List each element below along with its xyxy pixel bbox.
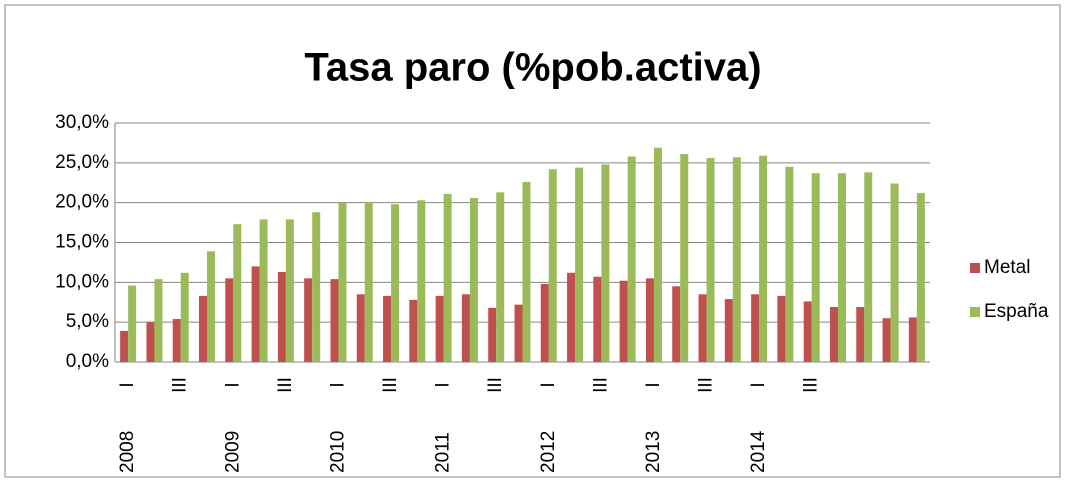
year-label: 2011 [433,432,454,473]
bar [653,147,662,362]
bar [672,286,681,362]
bar [593,276,602,362]
bar [364,201,373,362]
bar [777,295,786,362]
bar [488,307,497,362]
y-tick-label: 10,0% [55,271,109,292]
bar [225,278,234,362]
bar [751,294,760,362]
bar [469,197,478,362]
bar [864,172,873,362]
bar [312,212,321,362]
bar [567,272,576,362]
x-tick-label: I [433,382,454,387]
bar [698,294,707,362]
chart-border [4,4,1061,478]
bar [540,283,549,362]
bar [627,156,636,362]
bar [338,202,347,362]
x-tick-label: III [380,377,401,393]
bar [645,278,654,362]
bar [259,219,268,362]
bar [732,157,741,362]
x-tick-label: I [748,382,769,387]
x-tick-label: I [327,382,348,387]
bar [837,173,846,362]
y-tick-label: 30,0% [55,112,109,133]
x-tick-label: III [590,377,611,393]
bar [908,317,917,362]
x-tick-label: III [696,377,717,393]
bar [856,307,865,362]
bar [304,278,313,362]
bar [829,307,838,362]
bar [575,167,584,362]
x-tick-label: III [801,377,822,393]
bar [522,181,531,362]
bar [172,318,181,362]
bar [759,155,768,362]
bar [356,294,365,362]
bar [391,204,400,362]
x-tick-label: I [222,382,243,387]
year-label: 2008 [117,431,138,473]
bar [882,318,891,362]
bar [724,299,733,362]
bar [811,173,820,362]
bar [330,279,339,362]
bar [233,224,242,362]
x-tick-label: III [275,377,296,393]
bar [146,322,155,362]
year-label: 2009 [222,431,243,473]
bar [207,251,216,362]
bar [383,295,392,362]
bar [680,154,689,362]
bar [277,271,286,362]
year-label: 2010 [327,431,348,473]
bar [435,295,444,362]
bar [120,330,129,362]
legend-swatch [970,263,980,273]
y-tick-label: 0,0% [66,351,109,372]
bar [601,164,610,362]
bar [285,219,294,362]
year-label: 2014 [748,430,769,473]
x-tick-label: I [643,382,664,387]
bar [128,285,137,362]
chart-title: Tasa paro (%pob.activa) [304,46,761,90]
bar [409,299,418,362]
x-tick-label: III [170,377,191,393]
year-label: 2012 [538,431,559,473]
bar [461,294,470,362]
year-label: 2013 [643,431,664,473]
y-tick-label: 5,0% [66,311,109,332]
bar [916,193,925,362]
bar [199,295,208,362]
bar [496,192,505,362]
bar [514,304,523,362]
bar [706,158,715,362]
y-tick-label: 25,0% [55,152,109,173]
bar [619,280,628,362]
bar [548,169,557,362]
y-tick-label: 20,0% [55,192,109,213]
x-tick-label: III [485,377,506,393]
bar [443,193,452,362]
legend-label: Metal [984,257,1030,278]
bar [417,200,426,362]
bar [180,272,189,362]
legend-swatch [970,307,980,317]
bar [803,301,812,362]
y-tick-label: 15,0% [55,232,109,253]
x-tick-label: I [117,382,138,387]
bar [154,279,163,362]
x-tick-label: I [538,382,559,387]
bar [251,266,260,362]
bar [785,166,794,362]
legend-label: España [984,301,1049,322]
bar [890,183,899,362]
